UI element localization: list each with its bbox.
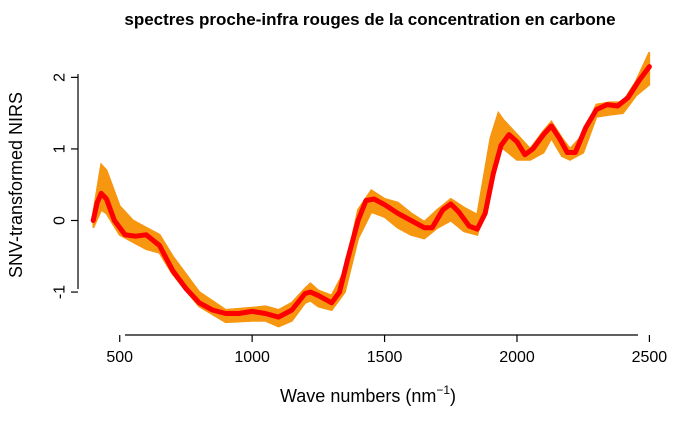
x-axis-label: Wave numbers (nm−1) xyxy=(280,383,456,406)
y-tick-label: 0 xyxy=(52,216,69,225)
y-ticks: -1 0 1 2 xyxy=(52,73,78,299)
y-axis-label: SNV-transformed NIRS xyxy=(6,92,26,278)
x-axis-label-sup: −1 xyxy=(436,383,450,397)
x-tick-label: 2500 xyxy=(632,349,668,366)
x-tick-label: 2000 xyxy=(499,349,535,366)
x-ticks: 500 1000 1500 2000 2500 xyxy=(106,335,667,366)
x-axis-label-main: Wave numbers (nm xyxy=(280,386,436,406)
y-tick-label: 1 xyxy=(52,144,69,153)
x-axis-label-end: ) xyxy=(450,386,456,406)
y-tick-label: -1 xyxy=(52,285,69,299)
mean-spectrum-line xyxy=(90,64,652,320)
x-tick-label: 1500 xyxy=(367,349,403,366)
chart-title: spectres proche-infra rouges de la conce… xyxy=(124,10,615,29)
x-tick-label: 1000 xyxy=(234,349,270,366)
plot-area xyxy=(90,51,652,328)
y-tick-label: 2 xyxy=(52,73,69,82)
x-tick-label: 500 xyxy=(106,349,133,366)
